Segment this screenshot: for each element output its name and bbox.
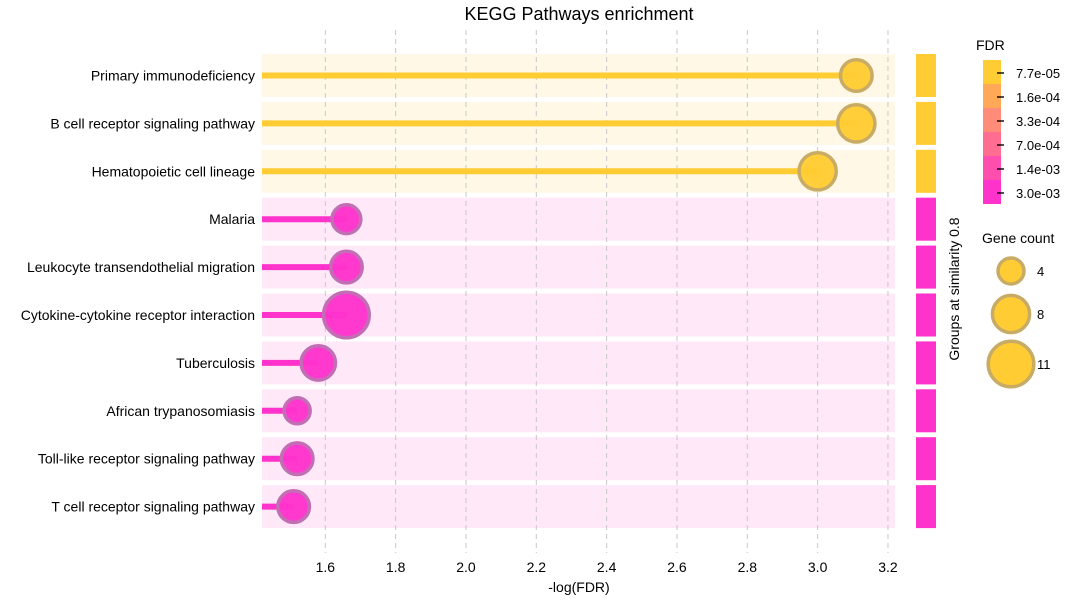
gene-count-label: 4 <box>1037 264 1044 279</box>
category-label: Malaria <box>209 211 255 227</box>
fdr-swatch <box>983 84 1001 108</box>
fdr-label: 7.7e-05 <box>1016 66 1060 81</box>
x-tick-label: 1.6 <box>316 559 336 575</box>
group-indicator <box>916 245 936 289</box>
row-band <box>262 197 895 241</box>
group-indicator <box>916 389 936 433</box>
gene-count-legend: Gene count 4 8 11 <box>982 230 1054 389</box>
x-tick-label: 3.0 <box>808 559 828 575</box>
category-label: Toll-like receptor signaling pathway <box>38 451 255 467</box>
fdr-label: 3.0e-03 <box>1016 186 1060 201</box>
category-label: Primary immunodeficiency <box>91 68 255 84</box>
x-tick-label: 3.2 <box>878 559 898 575</box>
fdr-swatch <box>983 132 1001 156</box>
data-point <box>299 343 338 382</box>
data-point <box>282 396 312 426</box>
fdr-label: 1.4e-03 <box>1016 162 1060 177</box>
fdr-swatch <box>983 60 1001 84</box>
group-indicator <box>916 54 936 97</box>
x-axis-label: -log(FDR) <box>548 579 609 595</box>
data-point <box>279 441 315 477</box>
category-label: T cell receptor signaling pathway <box>51 499 255 515</box>
fdr-label: 3.3e-04 <box>1016 114 1060 129</box>
gene-count-label: 11 <box>1037 357 1051 372</box>
data-point <box>330 203 363 236</box>
category-label: Leukocyte transendothelial migration <box>27 259 255 275</box>
category-label: B cell receptor signaling pathway <box>50 115 255 131</box>
plot-area: 1.6 1.8 2.0 2.2 2.4 2.6 2.8 3.0 3.2 Primary immun… <box>21 30 936 575</box>
x-tick-label: 2.8 <box>738 559 758 575</box>
row-band <box>262 437 895 481</box>
group-indicator <box>916 149 936 193</box>
data-point <box>321 290 371 340</box>
fdr-label: 7.0e-04 <box>1016 138 1060 153</box>
gene-count-legend-title: Gene count <box>982 230 1054 246</box>
group-indicator <box>916 485 936 529</box>
data-point <box>835 103 877 144</box>
fdr-swatch <box>983 156 1001 180</box>
category-label: Tuberculosis <box>176 355 255 371</box>
data-point <box>838 57 874 94</box>
x-tick-label: 2.0 <box>456 559 476 575</box>
category-label: African trypanosomiasis <box>106 403 255 419</box>
fdr-legend-title: FDR <box>976 37 1005 53</box>
gene-count-swatch <box>986 339 1036 389</box>
row-band <box>262 245 895 289</box>
gene-count-swatch <box>996 256 1026 286</box>
x-tick-label: 2.6 <box>667 559 687 575</box>
data-point <box>276 489 312 525</box>
group-indicator <box>916 101 936 145</box>
group-indicator <box>916 197 936 241</box>
category-label: Hematopoietic cell lineage <box>92 163 256 179</box>
group-indicator <box>916 437 936 481</box>
data-point <box>328 249 364 285</box>
group-indicator <box>916 341 936 385</box>
fdr-legend: FDR 7.7e-05 1.6e-04 3.3e-04 7.0e-04 1.4e-03 3… <box>976 37 1060 204</box>
category-label: Cytokine-cytokine receptor interaction <box>21 307 255 323</box>
group-axis-label: Groups at similarity 0.8 <box>946 217 962 360</box>
fdr-swatch <box>983 108 1001 132</box>
x-tick-label: 2.2 <box>527 559 547 575</box>
fdr-swatch <box>983 180 1001 204</box>
x-tick-label: 2.4 <box>597 559 617 575</box>
row-band <box>262 485 895 529</box>
gene-count-label: 8 <box>1037 307 1044 322</box>
group-indicator <box>916 293 936 337</box>
chart-title: KEGG Pathways enrichment <box>464 4 693 24</box>
x-tick-label: 1.8 <box>386 559 406 575</box>
row-band <box>262 389 895 433</box>
gene-count-swatch <box>990 293 1032 335</box>
row-band <box>262 341 895 385</box>
fdr-label: 1.6e-04 <box>1016 90 1060 105</box>
data-point <box>797 150 838 192</box>
